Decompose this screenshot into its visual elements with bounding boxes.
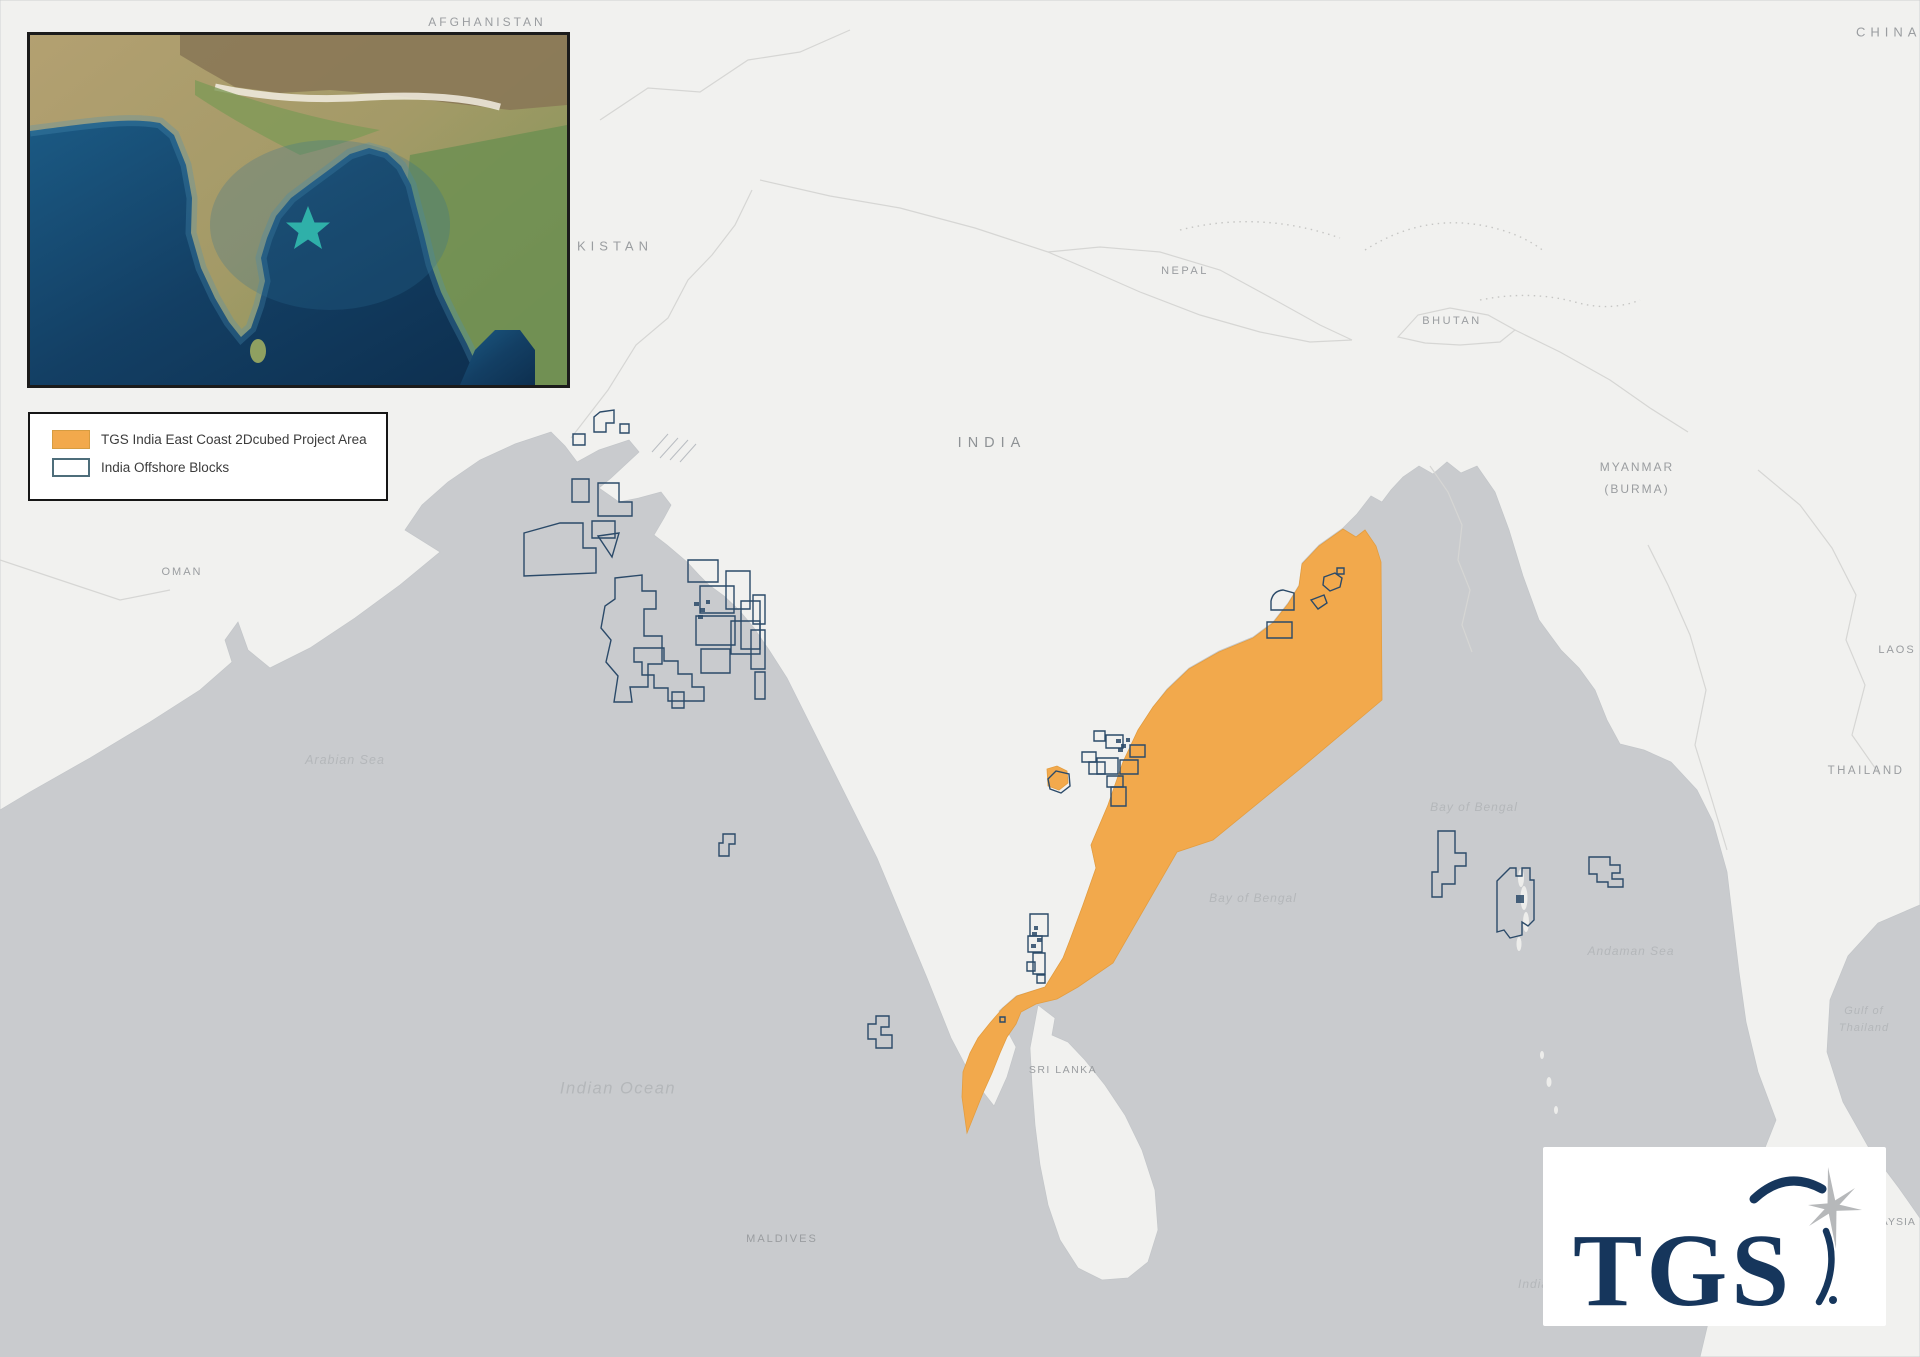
inset-se-asia-green — [407, 125, 567, 385]
label-india: INDIA — [957, 435, 1027, 451]
offshore-blocks-dense-detail — [694, 600, 1524, 948]
label-afghanistan: AFGHANISTAN — [428, 15, 546, 29]
label-pakistan-partial: KISTAN — [577, 238, 653, 254]
disputed-borders-dotted — [1179, 221, 1641, 308]
label-gulf-of-thailand-line1: Gulf of — [1844, 1005, 1884, 1017]
locator-star-icon — [286, 206, 330, 249]
label-indian-ocean: Indian Ocean — [559, 1079, 677, 1098]
label-laos: LAOS — [1878, 644, 1916, 656]
label-bay-of-bengal-ne: Bay of Bengal — [1430, 800, 1518, 814]
legend-item-project-area: TGS India East Coast 2Dcubed Project Are… — [52, 430, 386, 449]
tgs-logo: TGS — [1543, 1147, 1886, 1328]
inset-continental-shelf — [29, 115, 486, 377]
inset-satellite-map — [29, 35, 567, 385]
project-area-polygon — [961, 528, 1383, 1135]
legend: TGS India East Coast 2Dcubed Project Are… — [28, 412, 388, 501]
label-maldives: MALDIVES — [746, 1233, 818, 1245]
tgs-logo-star-icon — [1808, 1167, 1862, 1249]
tgs-logo-dot — [1829, 1296, 1837, 1304]
inset-locator-map — [27, 32, 570, 388]
label-arabian-sea: Arabian Sea — [305, 753, 385, 767]
country-borders — [0, 29, 1881, 851]
inset-bay-light — [210, 140, 450, 310]
label-nepal: NEPAL — [1161, 265, 1209, 277]
landmass-sri-lanka — [1029, 1004, 1159, 1281]
tgs-logo-text: TGS — [1573, 1213, 1793, 1326]
legend-item-label: India Offshore Blocks — [101, 460, 230, 475]
tgs-logo-swoosh-lower — [1815, 1227, 1835, 1306]
label-thailand: THAILAND — [1827, 765, 1905, 777]
label-myanmar-line2: (BURMA) — [1604, 482, 1670, 496]
legend-item-offshore-blocks: India Offshore Blocks — [52, 458, 386, 477]
legend-item-label: TGS India East Coast 2Dcubed Project Are… — [101, 432, 367, 447]
label-oman: OMAN — [161, 566, 203, 578]
hatched-zone — [651, 433, 697, 463]
inset-himalaya-snow — [214, 83, 501, 111]
inset-ganges-plain — [195, 80, 380, 155]
inset-tibet-band — [180, 35, 567, 110]
label-bay-of-bengal-central: Bay of Bengal — [1209, 891, 1297, 905]
label-sri-lanka: SRI LANKA — [1028, 1064, 1098, 1076]
inset-sri-lanka — [250, 339, 266, 363]
tgs-logo-canvas: TGS — [1573, 1167, 1862, 1328]
inset-ocean — [30, 120, 489, 385]
project-area-swatch — [52, 430, 90, 449]
tgs-logo-swoosh-upper — [1749, 1176, 1827, 1204]
label-china: CHINA — [1856, 24, 1920, 40]
label-myanmar-line1: MYANMAR — [1599, 460, 1675, 474]
label-andaman-sea: Andaman Sea — [1587, 944, 1675, 958]
offshore-blocks-west — [523, 409, 766, 857]
label-bhutan: BHUTAN — [1422, 315, 1482, 327]
offshore-blocks-swatch — [52, 458, 90, 477]
inset-gulf-of-thailand — [460, 330, 535, 385]
label-gulf-of-thailand-line2: Thailand — [1838, 1022, 1890, 1034]
offshore-blocks-andaman — [1431, 830, 1624, 939]
